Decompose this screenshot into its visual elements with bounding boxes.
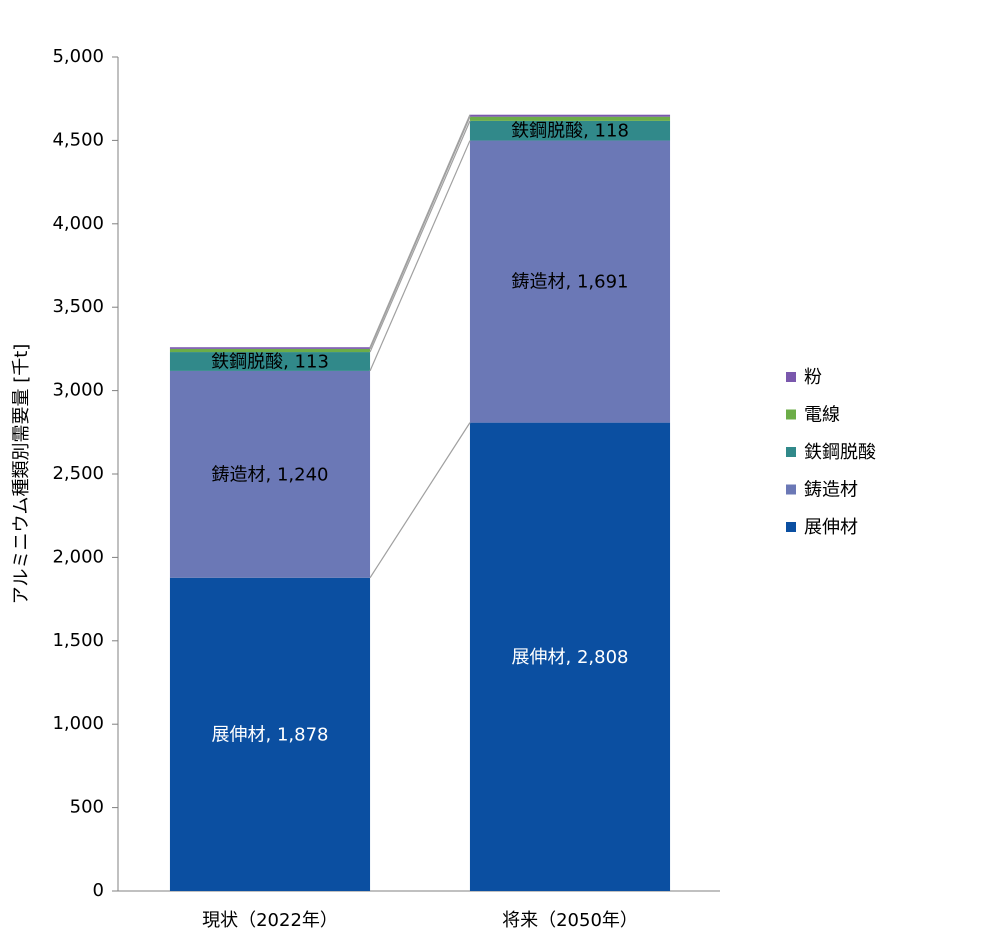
legend-label: 電線 [804,405,840,426]
legend-label: 鋳造材 [804,480,858,501]
bar-segment [169,352,371,371]
bar-segment [169,577,371,891]
legend-label: 鉄鋼脱酸 [804,442,876,463]
data-label: 鉄鋼脱酸, 118 [511,121,629,142]
bar-segment [469,140,671,423]
connector-line [369,120,471,353]
bar-segment [169,370,371,578]
connector-line [369,422,471,579]
legend-swatch [786,484,796,495]
bar-segment [169,347,371,349]
x-tick-label: 現状（2022年） [202,910,338,931]
y-tick-label: 500 [70,797,104,818]
bar-segment [169,348,371,353]
y-tick-label: 2,500 [52,463,104,484]
data-label: 鉄鋼脱酸, 113 [211,351,329,372]
y-tick-label: 0 [93,880,104,901]
y-tick-label: 4,500 [52,129,104,150]
legend-swatch [786,372,796,382]
connector-line [369,116,471,350]
y-tick-label: 1,500 [52,630,104,651]
y-tick-label: 1,000 [52,713,104,734]
bar-segment [469,114,671,117]
data-label: 鋳造材, 1,691 [512,272,629,293]
legend-swatch [786,409,796,420]
connector-line [369,140,471,372]
bar-segment [469,120,671,141]
legend-label: 展伸材 [804,517,858,538]
data-label: 展伸材, 2,808 [512,647,629,668]
x-tick-label: 将来（2050年） [502,910,638,931]
legend-swatch [786,447,796,457]
legend-label: 粉 [804,367,822,388]
legend-swatch [786,522,796,532]
y-axis-label: アルミニウム種類別需要量 [千t] [11,344,32,605]
y-tick-label: 2,000 [52,546,104,567]
y-tick-label: 3,000 [52,380,104,401]
connector-line [369,114,471,348]
data-label: 鋳造材, 1,240 [212,464,329,485]
bar-segment [469,116,671,121]
bar-segment [469,422,671,891]
y-tick-label: 5,000 [52,46,104,67]
y-tick-label: 4,000 [52,213,104,234]
y-tick-label: 3,500 [52,296,104,317]
data-label: 展伸材, 1,878 [212,724,329,745]
